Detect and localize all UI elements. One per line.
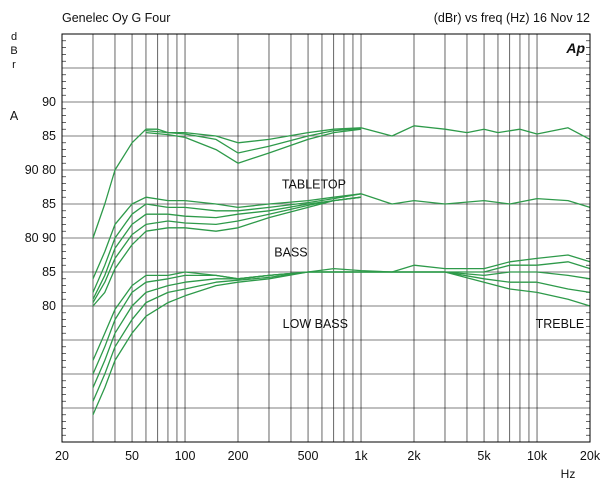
trace-lowbass-8: [92, 254, 591, 361]
trace-tabletop-1: [145, 128, 362, 164]
y-tick-label: 90 80: [25, 163, 56, 177]
y-label-d: d: [11, 31, 17, 43]
y-tick-label: 90: [42, 95, 56, 109]
y-tick-label: 80: [42, 299, 56, 313]
chart-annotations: TABLETOP BASS LOW BASS TREBLE: [274, 178, 584, 331]
trace-lowbass-11: [92, 271, 591, 402]
response-traces: [92, 125, 591, 416]
x-tick-label: 200: [228, 449, 249, 463]
x-tick-label: 20k: [580, 449, 601, 463]
y-tick-label: 85: [42, 197, 56, 211]
annotation-low-bass: LOW BASS: [283, 317, 348, 331]
x-tick-label: 1k: [354, 449, 368, 463]
annotation-tabletop: TABLETOP: [282, 178, 346, 192]
x-tick-label: 2k: [407, 449, 421, 463]
trace-lowbass-12: [92, 271, 591, 416]
header-right-title: (dBr) vs freq (Hz) 16 Nov 12: [434, 11, 590, 25]
trace-bass-7: [92, 196, 362, 307]
plot-frame: [61, 33, 591, 443]
annotation-treble: TREBLE: [536, 317, 585, 331]
y-axis-label: d B r A: [10, 31, 19, 123]
y-label-r: r: [12, 59, 16, 71]
y-tick-label: 85: [42, 265, 56, 279]
annotation-bass: BASS: [274, 246, 307, 260]
y-tick-label: 80 90: [25, 231, 56, 245]
x-tick-label: 100: [175, 449, 196, 463]
y-tick-labels: 90 85 90 80 85 80 90 85 80: [25, 95, 56, 313]
trace-bass-5: [92, 196, 362, 300]
trace-tabletop-0: [92, 125, 591, 239]
header-left-title: Genelec Oy G Four: [62, 11, 170, 25]
trace-bass-3: [92, 193, 591, 280]
x-axis-label: Hz: [561, 467, 576, 481]
trace-bass-6: [92, 196, 362, 303]
trace-tabletop-2: [145, 127, 362, 154]
plot-grid: [62, 34, 590, 442]
x-tick-labels: 20 50 100 200 500 1k 2k 5k 10k 20k: [55, 449, 601, 463]
trace-bass-4: [92, 193, 362, 293]
trace-lowbass-10: [92, 271, 591, 388]
y-label-b: B: [10, 45, 17, 57]
x-tick-label: 50: [125, 449, 139, 463]
ap-logo: Ap: [565, 40, 585, 56]
y-label-a: A: [10, 109, 19, 123]
x-tick-label: 20: [55, 449, 69, 463]
x-tick-label: 5k: [477, 449, 491, 463]
x-tick-label: 10k: [527, 449, 548, 463]
x-tick-label: 500: [298, 449, 319, 463]
y-tick-label: 85: [42, 129, 56, 143]
